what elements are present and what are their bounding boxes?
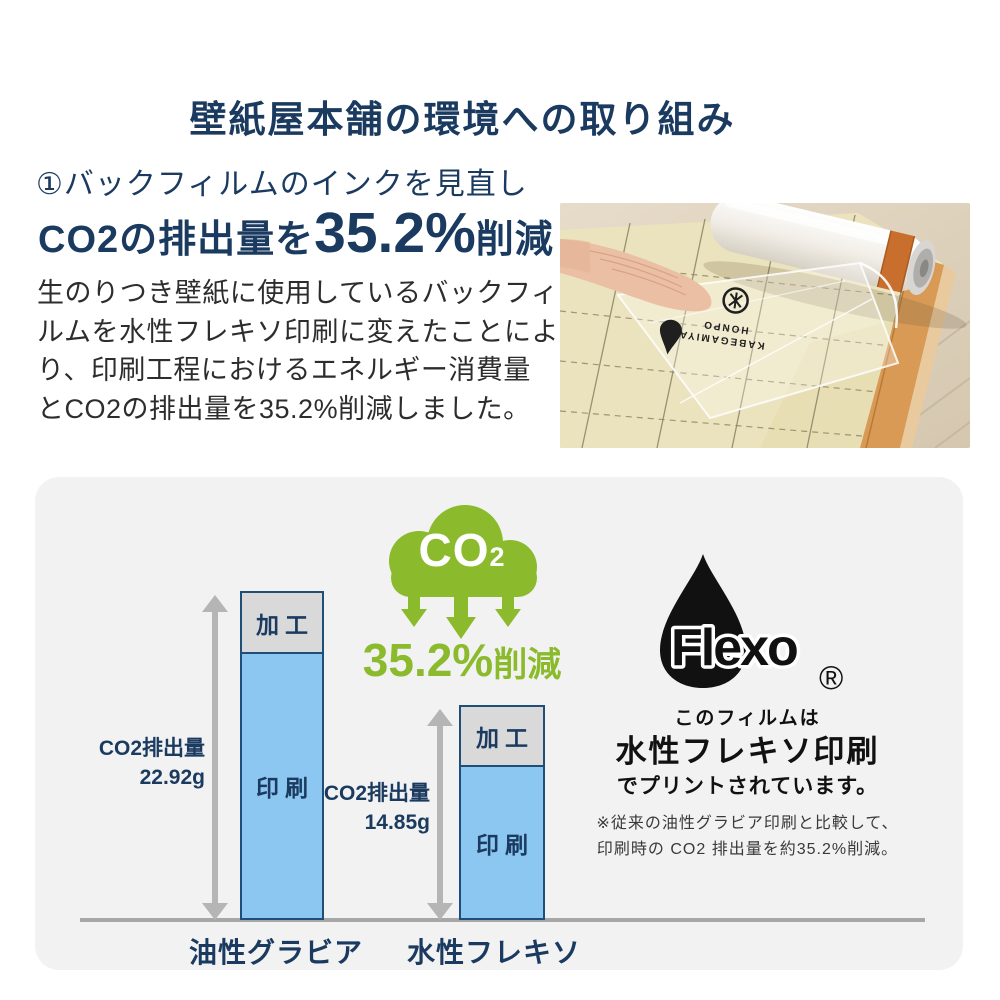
co2-text-subscript: 2 [489,542,506,572]
comparison-panel: 加工 印刷 CO2排出量 22.92g 加工 印刷 CO2排出量 14 [35,477,963,970]
segment-label-printing: 印刷 [476,831,534,858]
flexo-caption-line3: でプリントされています。 [616,775,879,798]
bar-segment-processing: 加工 [242,593,322,654]
arrow-shaft [212,609,218,906]
co2-statement-suffix: 削減 [475,219,554,261]
intro-heading: ①バックフィルムのインクを見直し [36,168,528,201]
co2-cloud-text: CO2 [377,523,547,577]
intro-body-line: ルムを水性フレキソ印刷に変えたことによ [37,316,559,347]
flexo-note-line2: 印刷時の CO2 排出量を約35.2%削減。 [596,841,899,858]
flexo-drop-icon [660,554,746,688]
wallpaper-roll [710,203,936,296]
annotation-value: 22.92g [139,766,205,789]
annotation-value: 14.85g [364,811,430,834]
bar-oil-gravure: 加工 印刷 [240,591,324,920]
intro-body-line: 生のりつき壁紙に使用しているバックフィ [37,278,559,308]
wallpaper-photo-illustration: KABEGAMIYA HONPO [560,203,970,448]
flexo-note-line1: ※従来の油性グラビア印刷と比較して、 [596,815,899,832]
reduction-value: 35.2% [362,634,494,686]
reduction-suffix: 削減 [493,646,562,684]
segment-label-processing: 加工 [256,611,314,638]
co2-cloud-icon [389,505,537,639]
annotation-flexo: CO2排出量 14.85g [278,779,430,837]
arrow-shaft [437,723,443,906]
annotation-gravure: CO2排出量 22.92g [53,734,205,792]
co2-text-main: CO [418,524,490,576]
page-title: 壁紙屋本舗の環境への取り組み [189,98,736,140]
intro-body-line: とCO2の排出量を35.2%削減しました。 [37,393,531,424]
roll-shadow [703,261,967,329]
flexo-logo: Flexo ® [660,554,843,696]
measure-arrow-gravure [202,595,228,920]
hand [560,239,712,312]
bar-segment-printing: 印刷 [461,767,543,918]
co2-statement-highlight: 35.2% [314,201,476,265]
co2-reduction-statement: CO2の排出量を 35.2% 削減 [38,200,554,266]
intro-body-line: り、印刷工程におけるエネルギー消費量 [37,355,531,385]
bar-segment-processing: 加工 [461,707,543,768]
co2-statement-prefix: CO2の排出量を [38,219,315,261]
reduction-badge: 35.2% 削減 [357,633,567,687]
registered-trademark-symbol: ® [819,659,843,696]
category-label-gravure: 油性グラビア [188,937,363,968]
flexo-logo-text: Flexo [671,619,797,677]
bar-water-flexo: 加工 印刷 [459,705,545,920]
bar-segment-printing: 印刷 [242,653,322,918]
annotation-label: CO2排出量 [98,737,205,760]
intro-body-text: 生のりつき壁紙に使用しているバックフィ ルムを水性フレキソ印刷に変えたことによ … [37,274,559,428]
measure-arrow-flexo [427,709,453,920]
chart-axis-line [80,918,925,922]
segment-label-processing: 加工 [476,725,534,752]
segment-label-printing: 印刷 [256,774,314,801]
flexo-caption-line1: このフィルムは [674,708,821,729]
flexo-caption-line2: 水性フレキソ印刷 [615,734,880,769]
category-label-flexo: 水性フレキソ [406,937,581,968]
annotation-label: CO2排出量 [323,782,430,805]
film-print-marks: KABEGAMIYA HONPO [659,287,765,355]
wallpaper-roll-photo: KABEGAMIYA HONPO [560,203,970,448]
